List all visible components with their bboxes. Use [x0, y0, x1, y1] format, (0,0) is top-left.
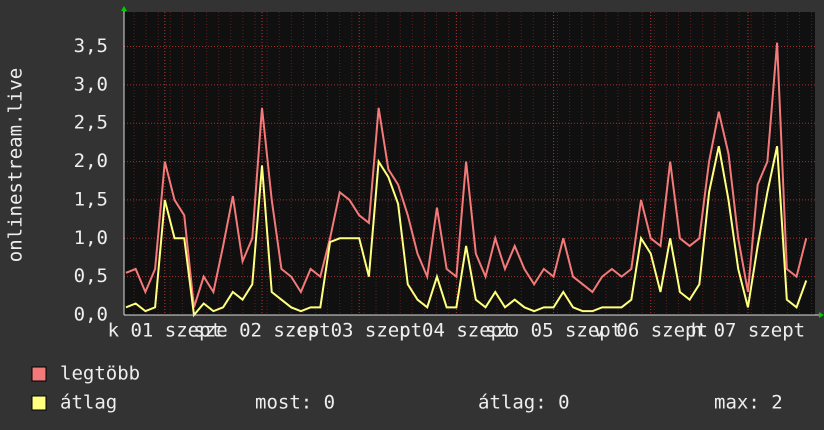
stat-label: max: 2	[714, 392, 783, 414]
legend-label: legtöbb	[60, 363, 140, 385]
y-tick-label: 3,5	[74, 35, 108, 57]
stat-label: átlag: 0	[478, 392, 570, 414]
y-tick-label: 2,5	[74, 112, 108, 134]
legend-swatch	[31, 395, 47, 411]
x-tick-label: v 06 szept	[594, 320, 708, 342]
x-tick-label: p 04 szept	[399, 320, 513, 342]
axis-arrow	[819, 312, 824, 318]
y-tick-label: 0,5	[74, 265, 108, 287]
x-tick-label: szo 05 szept	[485, 320, 622, 342]
x-tick-label: k 01 szept	[108, 320, 222, 342]
series-line	[125, 42, 808, 308]
legend-label: átlag	[60, 392, 117, 414]
y-tick-label: 2,0	[74, 150, 108, 172]
x-tick-label: cs 03 szept	[296, 320, 422, 342]
series-line	[125, 146, 808, 318]
y-tick-label: 1,0	[74, 227, 108, 249]
y-tick-label: 1,5	[74, 188, 108, 210]
x-tick-label: h 07 szept	[691, 320, 805, 342]
y-axis-label: onlinestream.live	[5, 68, 27, 262]
legend-swatch	[31, 366, 47, 382]
axis-arrow	[121, 6, 127, 11]
x-tick-label: sze 02 szept	[193, 320, 330, 342]
y-tick-label: 3,0	[74, 73, 108, 95]
stat-label: most: 0	[255, 392, 335, 414]
y-tick-label: 0,0	[74, 304, 108, 326]
